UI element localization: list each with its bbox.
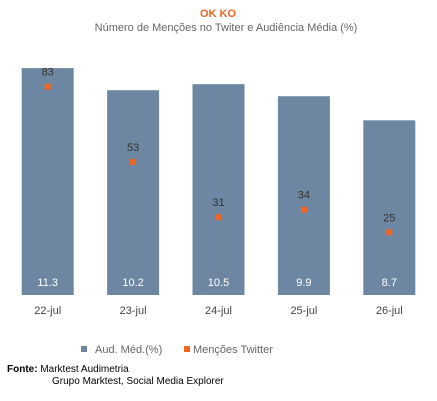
point-value-label: 83 bbox=[42, 67, 54, 79]
x-tick-label: 23-jul bbox=[120, 305, 147, 317]
point-marker bbox=[44, 83, 51, 90]
legend-bar-label: Aud. Méd.(%) bbox=[95, 344, 162, 356]
x-tick-label: 24-jul bbox=[205, 305, 232, 317]
bar bbox=[277, 96, 330, 295]
bar bbox=[107, 90, 160, 296]
point-marker bbox=[386, 229, 393, 236]
chart-title: OK KO bbox=[200, 8, 237, 20]
x-tick-label: 26-jul bbox=[376, 305, 403, 317]
point-value-label: 25 bbox=[383, 212, 395, 224]
point-marker bbox=[300, 206, 307, 213]
bar bbox=[363, 120, 416, 295]
point-marker bbox=[130, 158, 137, 165]
source-label: Fonte: bbox=[7, 364, 38, 375]
chart-subtitle: Número de Menções no Twiter e Audiência … bbox=[95, 22, 358, 34]
bar-value-label: 10.5 bbox=[208, 277, 229, 289]
bar-value-label: 10.2 bbox=[122, 277, 143, 289]
legend: Aud. Méd.(%) Menções Twitter bbox=[81, 344, 273, 356]
source-note: Fonte: Marktest Audimetria Grupo Marktes… bbox=[7, 364, 224, 388]
legend-point-label: Menções Twitter bbox=[193, 344, 273, 356]
x-tick-label: 25-jul bbox=[290, 305, 317, 317]
bar-value-label: 11.3 bbox=[37, 277, 58, 289]
legend-bar-swatch bbox=[81, 346, 87, 352]
source-line-1: Marktest Audimetria bbox=[40, 364, 129, 375]
legend-point-swatch bbox=[184, 346, 190, 352]
bar bbox=[192, 84, 245, 295]
x-tick-label: 22-jul bbox=[34, 305, 61, 317]
chart: OK KO Número de Menções no Twiter e Audi… bbox=[21, 8, 416, 356]
point-value-label: 34 bbox=[298, 190, 310, 202]
point-value-label: 31 bbox=[212, 197, 224, 209]
bar-value-label: 8.7 bbox=[382, 277, 397, 289]
point-marker bbox=[215, 214, 222, 221]
bar-value-label: 9.9 bbox=[296, 277, 311, 289]
bar bbox=[21, 68, 74, 295]
source-line-2: Grupo Marktest, Social Media Explorer bbox=[52, 376, 224, 387]
point-value-label: 53 bbox=[127, 142, 139, 154]
plot-area: 11.3 83 22-jul 10.2 53 23-jul 10.5 31 24-jul 9.9 3… bbox=[21, 67, 416, 317]
